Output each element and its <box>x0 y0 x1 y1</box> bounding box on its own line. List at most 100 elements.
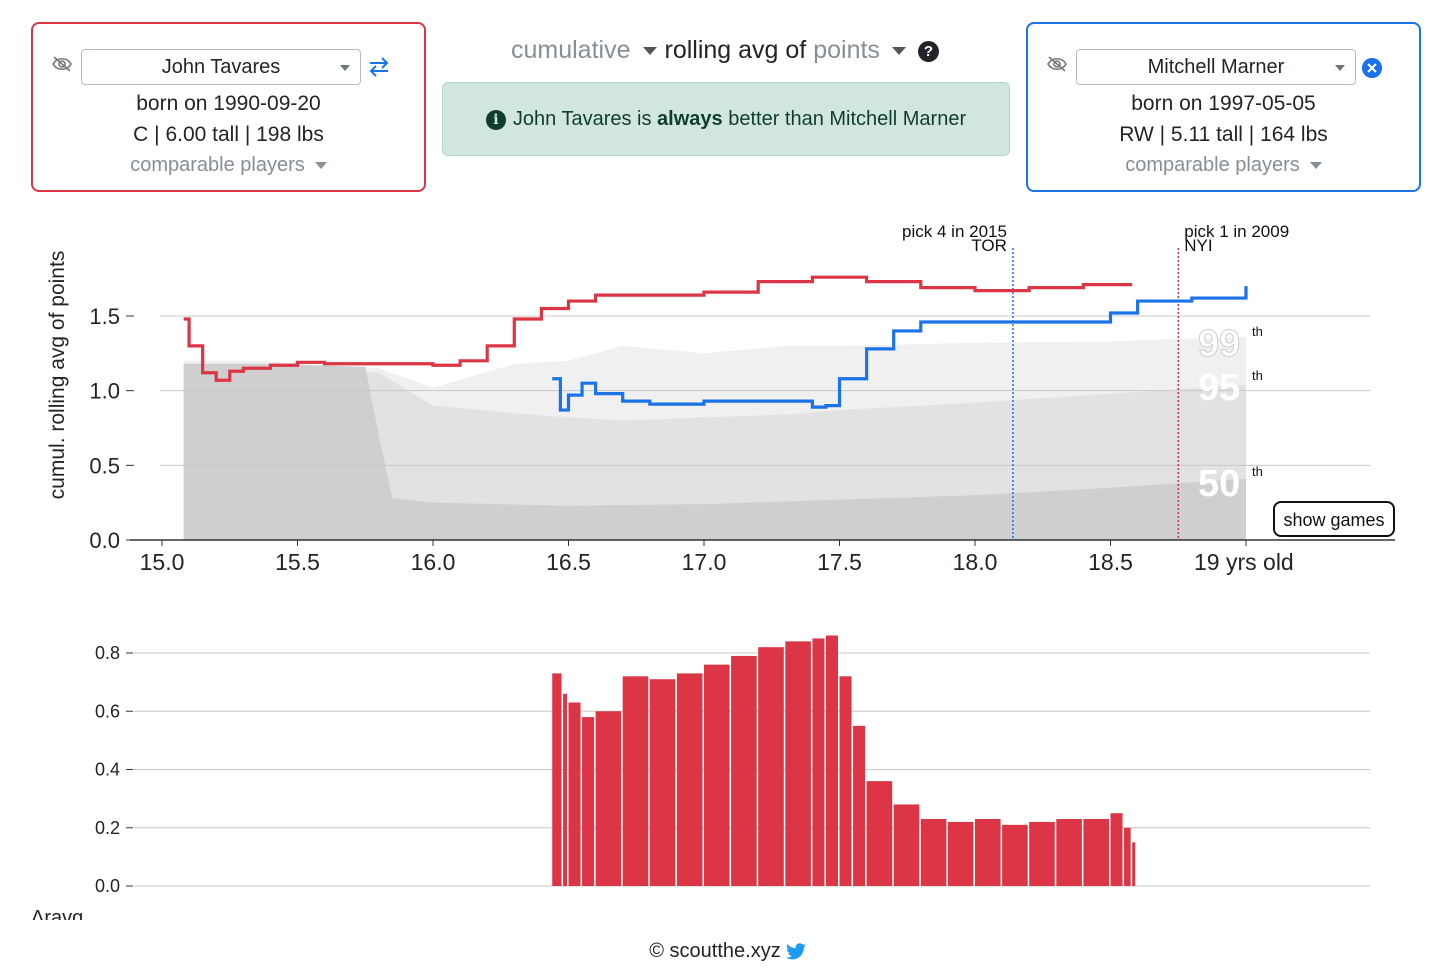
footer-text: © scoutthe.xyz <box>649 940 781 962</box>
difference-bar-chart: 0.0 0.2 0.4 0.6 0.8 Δravg <box>31 635 1370 920</box>
diff-bar <box>785 641 811 886</box>
left-player-card: John Tavares born on 1990-09-20 C | 6.00… <box>31 22 426 192</box>
diff-bar <box>1083 819 1109 886</box>
footer: © scoutthe.xyz <box>0 940 1456 963</box>
eye-slash-icon[interactable] <box>1046 56 1068 72</box>
left-player-name: John Tavares <box>161 56 281 78</box>
chevron-down-icon <box>340 65 350 71</box>
x-tick-label: 15.5 <box>275 549 320 575</box>
alert-suffix: better than Mitchell Marner <box>728 108 967 130</box>
draft-label-top: pick 1 in 2009 <box>1184 222 1289 241</box>
diff-bar <box>947 821 974 886</box>
x-tick-label: 19 yrs old <box>1194 549 1294 575</box>
percentile-number: 50 <box>1198 463 1240 505</box>
diff-bar <box>825 635 838 886</box>
left-player-born: born on 1990-09-20 <box>136 92 321 115</box>
percentile-band-50 <box>183 363 1247 540</box>
chevron-down-icon <box>1309 162 1322 170</box>
left-comparable-label: comparable players <box>130 154 305 176</box>
x-tick-label: 17.0 <box>682 549 727 575</box>
y-axis-label: cumul. rolling avg of points <box>46 251 69 500</box>
help-icon[interactable]: ? <box>917 40 939 62</box>
aggregation-label: cumulative <box>511 36 631 64</box>
series-line-left <box>183 275 1133 382</box>
y-tick-label: 0.8 <box>95 643 120 663</box>
diff-bar <box>582 717 595 886</box>
diff-bar <box>1132 842 1136 886</box>
diff-bar <box>552 673 562 886</box>
eye-slash-icon[interactable] <box>51 56 73 72</box>
y-tick-label: 1.0 <box>89 379 120 404</box>
right-comparable-players-toggle[interactable]: comparable players <box>1028 154 1419 177</box>
diff-bar <box>758 647 784 886</box>
chevron-down-icon <box>1335 65 1345 71</box>
x-tick-label: 17.5 <box>817 549 862 575</box>
rolling-avg-chart: 0.0 0.5 1.0 1.5 15.0 15.5 16.0 16.5 17.0 17.5 18.0… <box>46 222 1395 575</box>
right-comparable-label: comparable players <box>1125 154 1300 176</box>
y-tick-label: 0.0 <box>95 876 120 896</box>
info-icon: i <box>485 109 506 130</box>
show-games-button[interactable]: show games <box>1273 501 1395 537</box>
swap-arrows-icon[interactable] <box>367 56 391 78</box>
right-player-born: born on 1997-05-05 <box>1131 92 1316 115</box>
right-player-stats: RW | 5.11 tall | 164 lbs <box>1119 123 1328 146</box>
y-tick-label: 0.6 <box>95 701 120 721</box>
diff-bar <box>568 702 581 886</box>
x-tick-label: 15.0 <box>140 549 185 575</box>
draft-label-top: pick 4 in 2015 <box>902 222 1007 241</box>
x-axis-label: Δravg <box>31 907 83 920</box>
percentile-label-50: 50 th <box>1198 463 1263 505</box>
draft-label-bottom: TOR <box>971 236 1007 255</box>
diff-bar <box>595 711 622 886</box>
percentile-number: 95 <box>1198 367 1240 409</box>
close-icon[interactable] <box>1362 58 1382 78</box>
y-tick-label: 0.2 <box>95 818 120 838</box>
diff-bar <box>920 819 947 886</box>
diff-bar <box>704 664 730 886</box>
y-tick-label: 0.0 <box>89 528 120 553</box>
mode-selector: cumulative rolling avg of points? <box>511 36 939 65</box>
chevron-down-icon <box>314 162 327 170</box>
x-tick-label: 18.5 <box>1088 549 1133 575</box>
alert-emphasis: always <box>657 108 723 130</box>
diff-bar <box>812 638 825 886</box>
twitter-icon[interactable] <box>785 942 807 961</box>
diff-bar <box>649 679 676 886</box>
y-tick-label: 0.4 <box>95 760 120 780</box>
diff-bar <box>866 781 893 886</box>
percentile-number: 99 <box>1198 323 1240 365</box>
chevron-down-icon <box>891 47 906 56</box>
diff-bar <box>1002 824 1028 886</box>
right-player-card: Mitchell Marner born on 1997-05-05 RW | … <box>1026 22 1421 192</box>
comparison-alert: i John Tavares is always better than Mitc… <box>442 82 1010 156</box>
diff-bar <box>853 725 866 886</box>
diff-bar <box>676 673 703 886</box>
right-player-name: Mitchell Marner <box>1147 56 1285 78</box>
diff-bar <box>893 804 920 886</box>
percentile-suffix: th <box>1252 324 1263 339</box>
x-tick-label: 18.0 <box>953 549 998 575</box>
x-tick-label: 16.5 <box>546 549 591 575</box>
diff-bar <box>1110 813 1123 886</box>
percentile-label-95: 95 th <box>1198 367 1263 409</box>
draft-label-bottom: NYI <box>1184 236 1212 255</box>
chevron-down-icon <box>642 47 657 56</box>
left-comparable-players-toggle[interactable]: comparable players <box>33 154 424 177</box>
left-player-stats: C | 6.00 tall | 198 lbs <box>133 123 324 146</box>
diff-bar <box>731 655 757 886</box>
diff-bar <box>622 676 649 886</box>
diff-bar <box>1124 827 1131 886</box>
diff-bar <box>975 819 1001 886</box>
percentile-suffix: th <box>1252 464 1263 479</box>
diff-bar <box>1029 821 1055 886</box>
y-tick-label: 0.5 <box>89 453 120 478</box>
aggregation-dropdown[interactable]: cumulative <box>511 36 665 64</box>
series-line-right <box>552 286 1248 412</box>
metric-dropdown[interactable]: points <box>813 36 914 64</box>
percentile-label-99: 99 th <box>1198 323 1263 366</box>
right-player-select[interactable]: Mitchell Marner <box>1076 49 1356 85</box>
x-tick-label: 16.0 <box>411 549 456 575</box>
metric-prefix: rolling avg of <box>664 36 807 64</box>
left-player-select[interactable]: John Tavares <box>81 49 361 85</box>
diff-bar <box>1056 819 1082 886</box>
